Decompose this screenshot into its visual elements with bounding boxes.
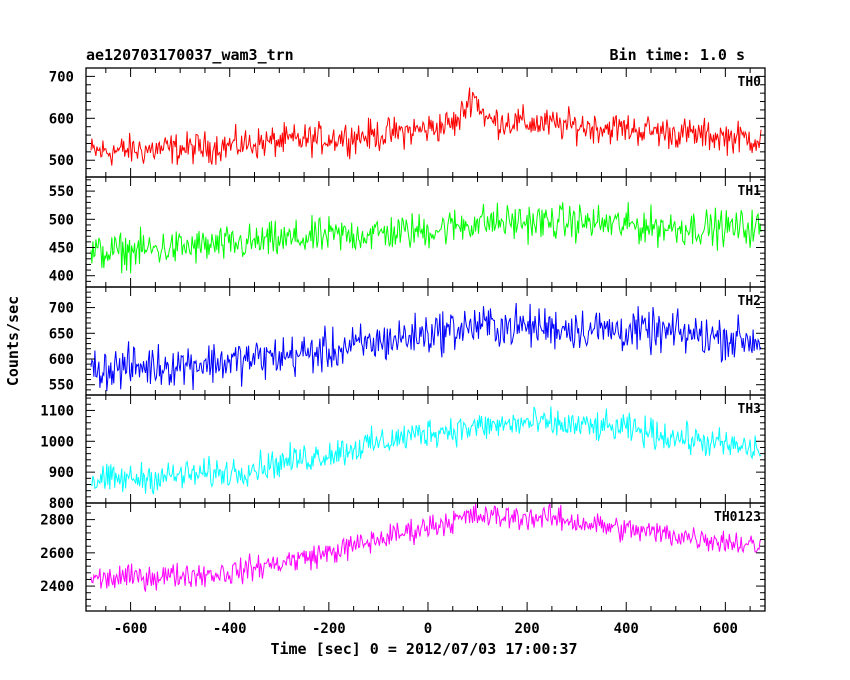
series-line-th0123 <box>90 503 762 592</box>
y-tick-label: 500 <box>49 153 74 169</box>
x-tick-label: -400 <box>213 621 247 637</box>
bin-time-label: Bin time: 1.0 s <box>610 46 745 64</box>
x-tick-label: 600 <box>713 621 738 637</box>
x-tick-label: -200 <box>312 621 346 637</box>
x-tick-label: 0 <box>424 621 432 637</box>
panel-label-th0123: TH0123 <box>714 510 761 525</box>
y-tick-label: 2400 <box>40 579 74 595</box>
x-axis-label: Time [sec] 0 = 2012/07/03 17:00:37 <box>270 640 577 658</box>
panel-th1: 400 450 500 550 TH1 <box>49 176 766 288</box>
series-line-th0 <box>90 87 762 166</box>
plot-title: ae120703170037_wam3_trn <box>86 46 294 64</box>
y-tick-label: 700 <box>49 301 74 317</box>
panel-label-th1: TH1 <box>738 184 762 199</box>
series-line-th3 <box>90 406 762 495</box>
y-tick-label: 600 <box>49 111 74 127</box>
series-line-th1 <box>90 202 762 274</box>
panel-th2: 550 600 650 700 TH2 <box>49 286 766 396</box>
series-line-th2 <box>90 302 762 392</box>
panel-label-th0: TH0 <box>738 75 762 90</box>
y-tick-label: 450 <box>49 241 74 257</box>
x-tick-label: -600 <box>114 621 148 637</box>
y-tick-label: 1100 <box>40 403 74 419</box>
y-tick-label: 2800 <box>40 513 74 529</box>
y-tick-label: 400 <box>49 269 74 285</box>
panels-group: 500 600 700 TH0 400 450 500 550 TH1 550 600 650 700 T… <box>40 67 766 637</box>
y-tick-label: 550 <box>49 378 74 394</box>
y-tick-label: 900 <box>49 465 74 481</box>
panel-th3: 800 900 1000 1100 TH3 <box>40 394 766 512</box>
y-tick-label: 550 <box>49 184 74 200</box>
panel-th0: 500 600 700 TH0 <box>49 67 766 178</box>
panel-frame-th0123 <box>85 502 766 612</box>
y-tick-label: 650 <box>49 326 74 342</box>
y-tick-label: 500 <box>49 212 74 228</box>
panel-frame-th3 <box>85 394 766 504</box>
y-tick-label: 2600 <box>40 546 74 562</box>
x-tick-label: 400 <box>614 621 639 637</box>
panel-frame-th2 <box>85 286 766 396</box>
y-tick-label: 800 <box>49 496 74 512</box>
y-tick-label: 700 <box>49 69 74 85</box>
y-axis-label: Counts/sec <box>4 296 22 386</box>
panel-th0123: 2400 2600 2800 TH0123 <box>40 502 766 612</box>
panel-label-th3: TH3 <box>738 402 761 417</box>
panel-label-th2: TH2 <box>738 294 761 309</box>
y-tick-label: 1000 <box>40 434 74 450</box>
y-tick-label: 600 <box>49 352 74 368</box>
x-tick-label: 200 <box>514 621 539 637</box>
